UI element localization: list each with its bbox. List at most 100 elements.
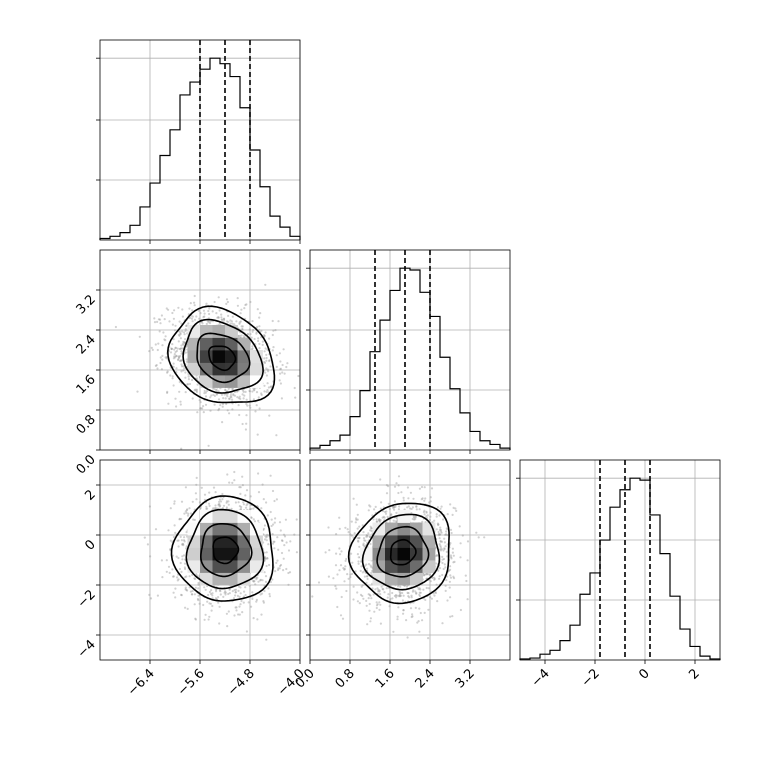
scatter-point — [211, 592, 214, 595]
scatter-point — [186, 383, 189, 386]
scatter-point — [190, 317, 194, 320]
scatter-point — [426, 572, 429, 575]
scatter-point — [399, 595, 402, 598]
scatter-point — [186, 607, 189, 611]
scatter-point — [166, 390, 169, 393]
scatter-point — [277, 548, 280, 551]
scatter-point — [218, 505, 221, 508]
scatter-point — [227, 387, 230, 390]
scatter-point — [218, 503, 221, 506]
scatter-point — [184, 486, 187, 489]
scatter-point — [191, 309, 194, 312]
scatter-point — [221, 403, 225, 406]
scatter-point — [375, 520, 378, 523]
scatter-point — [249, 406, 252, 409]
scatter-point — [193, 304, 196, 307]
scatter-point — [241, 327, 244, 330]
scatter-point — [173, 309, 176, 312]
scatter-point — [442, 518, 445, 521]
scatter-point — [154, 343, 157, 346]
density-cell — [397, 547, 411, 561]
scatter-point — [229, 395, 232, 398]
scatter-point — [218, 322, 221, 325]
scatter-point — [176, 579, 179, 582]
scatter-point — [204, 403, 208, 406]
scatter-point — [227, 500, 230, 503]
scatter-point — [448, 580, 451, 583]
scatter-point — [217, 296, 220, 299]
density-cell — [237, 535, 251, 548]
scatter-point — [231, 387, 235, 391]
scatter-point — [161, 354, 164, 357]
scatter-point — [194, 617, 197, 620]
scatter-point — [205, 505, 208, 508]
scatter-point — [234, 594, 237, 597]
scatter-point — [199, 507, 202, 510]
scatter-point — [172, 338, 175, 341]
scatter-point — [212, 507, 215, 510]
scatter-point — [435, 554, 439, 557]
scatter-point — [146, 543, 149, 546]
scatter-point — [282, 569, 285, 572]
scatter-point — [293, 533, 296, 536]
y-tick-label: 2.4 — [74, 332, 99, 357]
scatter-point — [400, 491, 403, 494]
scatter-point — [167, 565, 171, 568]
scatter-point — [372, 518, 375, 521]
scatter-point — [176, 347, 179, 350]
scatter-point — [218, 605, 221, 608]
scatter-point — [269, 510, 272, 514]
scatter-point — [178, 320, 181, 323]
density-cell — [397, 522, 411, 536]
scatter-point — [418, 630, 421, 633]
scatter-point — [354, 570, 357, 573]
scatter-point — [237, 404, 240, 407]
scatter-point — [196, 597, 199, 601]
scatter-point — [385, 510, 388, 513]
scatter-point — [357, 560, 360, 563]
scatter-point — [225, 393, 228, 396]
scatter-point — [451, 615, 454, 618]
scatter-point — [350, 520, 353, 523]
scatter-point — [449, 554, 452, 557]
scatter-point — [180, 543, 184, 546]
scatter-point — [375, 606, 378, 610]
scatter-point — [193, 318, 197, 321]
scatter-point — [402, 594, 405, 597]
scatter-point — [178, 356, 181, 359]
scatter-point — [349, 533, 352, 536]
scatter-point — [354, 521, 357, 524]
scatter-point — [444, 533, 447, 537]
scatter-point — [218, 498, 221, 501]
scatter-point — [233, 394, 237, 397]
scatter-point — [449, 576, 453, 579]
scatter-point — [188, 307, 191, 310]
scatter-point — [328, 549, 331, 552]
scatter-point — [361, 571, 364, 574]
scatter-point — [187, 378, 190, 381]
contour-line — [207, 345, 237, 372]
scatter-point — [452, 575, 455, 578]
scatter-point — [260, 329, 263, 332]
scatter-point — [238, 322, 241, 325]
scatter-point — [433, 578, 436, 581]
scatter-point — [425, 586, 428, 590]
scatter-point — [225, 302, 228, 305]
scatter-point — [223, 591, 226, 594]
scatter-point — [327, 526, 330, 529]
scatter-point — [370, 571, 373, 575]
scatter-point — [410, 615, 413, 619]
scatter-point — [369, 525, 372, 528]
scatter-point — [423, 574, 426, 577]
panel-frame-1-2 — [309, 459, 511, 661]
scatter-point — [211, 594, 214, 597]
scatter-point — [155, 364, 158, 367]
scatter-point — [418, 593, 421, 596]
scatter-point — [179, 333, 182, 336]
scatter-point — [217, 409, 220, 412]
scatter-point — [201, 407, 204, 410]
scatter-point — [273, 547, 276, 550]
scatter-point — [370, 527, 373, 530]
scatter-point — [339, 564, 343, 567]
scatter-point — [153, 317, 156, 320]
